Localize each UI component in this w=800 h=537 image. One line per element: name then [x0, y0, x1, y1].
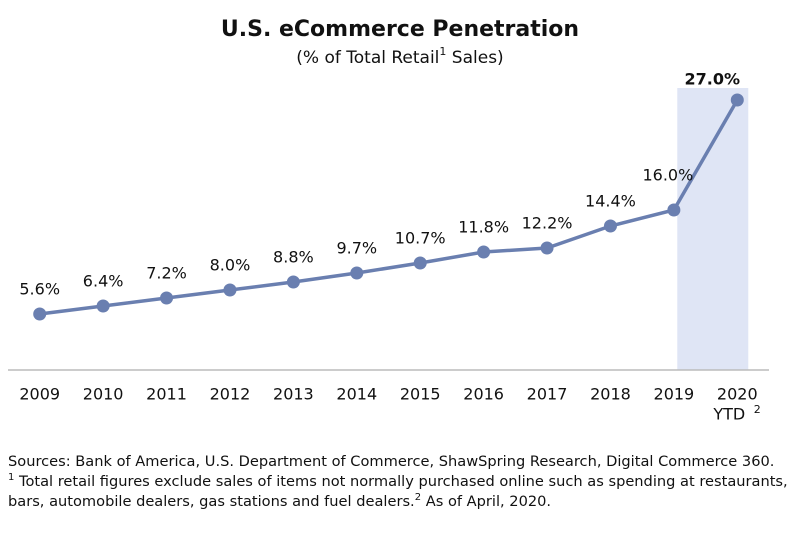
subtitle-text: (% of Total Retail: [296, 48, 439, 68]
data-label: 12.2%: [522, 214, 573, 233]
x-tick-label: 2019: [654, 385, 695, 404]
x-tick-label: 2010: [83, 385, 124, 404]
data-point: [540, 241, 554, 255]
footnote: Total retail figures exclude sales of it…: [8, 473, 788, 510]
chart-subtitle: (% of Total Retail1 Sales): [296, 45, 503, 68]
data-label: 14.4%: [585, 192, 636, 211]
data-point: [160, 291, 174, 305]
data-label: 5.6%: [19, 280, 60, 299]
x-tick-label: 2020: [717, 385, 758, 404]
x-tick-label: 2012: [210, 385, 251, 404]
chart-title: U.S. eCommerce Penetration: [221, 17, 579, 42]
chart: U.S. eCommerce Penetration (% of Total R…: [8, 17, 769, 424]
data-label: 9.7%: [336, 239, 377, 258]
data-point: [667, 203, 681, 217]
data-point: [413, 256, 427, 270]
data-point: [33, 307, 47, 321]
data-point: [350, 266, 364, 280]
subtitle-text: Sales): [446, 48, 503, 68]
data-point: [96, 299, 110, 313]
subtitle-ref: 1: [439, 45, 446, 58]
x-tick-label: 2016: [463, 385, 504, 404]
footnote: As of April, 2020.: [421, 493, 552, 510]
data-label: 10.7%: [395, 229, 446, 248]
data-label: 8.8%: [273, 248, 314, 267]
x-tick-label: 2015: [400, 385, 441, 404]
data-label: 8.0%: [210, 256, 251, 275]
data-point: [477, 245, 491, 259]
data-point: [286, 275, 300, 289]
footnote-ref: 2: [414, 492, 422, 503]
data-label: 27.0%: [685, 70, 741, 89]
data-label: 7.2%: [146, 264, 187, 283]
data-point: [223, 283, 237, 297]
footnotes: Sources: Bank of America, U.S. Departmen…: [8, 452, 796, 512]
x-tick-label: 2018: [590, 385, 631, 404]
x-tick-label: 2014: [336, 385, 377, 404]
x-tick-label: 2013: [273, 385, 314, 404]
x-tick-label: 2011: [146, 385, 187, 404]
data-label: 16.0%: [642, 166, 693, 185]
x-tick-label: 2009: [19, 385, 60, 404]
data-label: 6.4%: [83, 272, 124, 291]
footnote-ref: 1: [8, 472, 15, 483]
data-label: 11.8%: [458, 218, 509, 237]
sources: Sources: Bank of America, U.S. Departmen…: [8, 453, 775, 470]
series-line: [39, 99, 739, 316]
data-point: [730, 93, 744, 107]
x-tick-label: 2: [754, 403, 761, 416]
highlight-band: [677, 88, 749, 370]
data-point: [603, 219, 617, 233]
x-tick-label: YTD: [712, 405, 745, 424]
x-tick-label: 2017: [527, 385, 568, 404]
